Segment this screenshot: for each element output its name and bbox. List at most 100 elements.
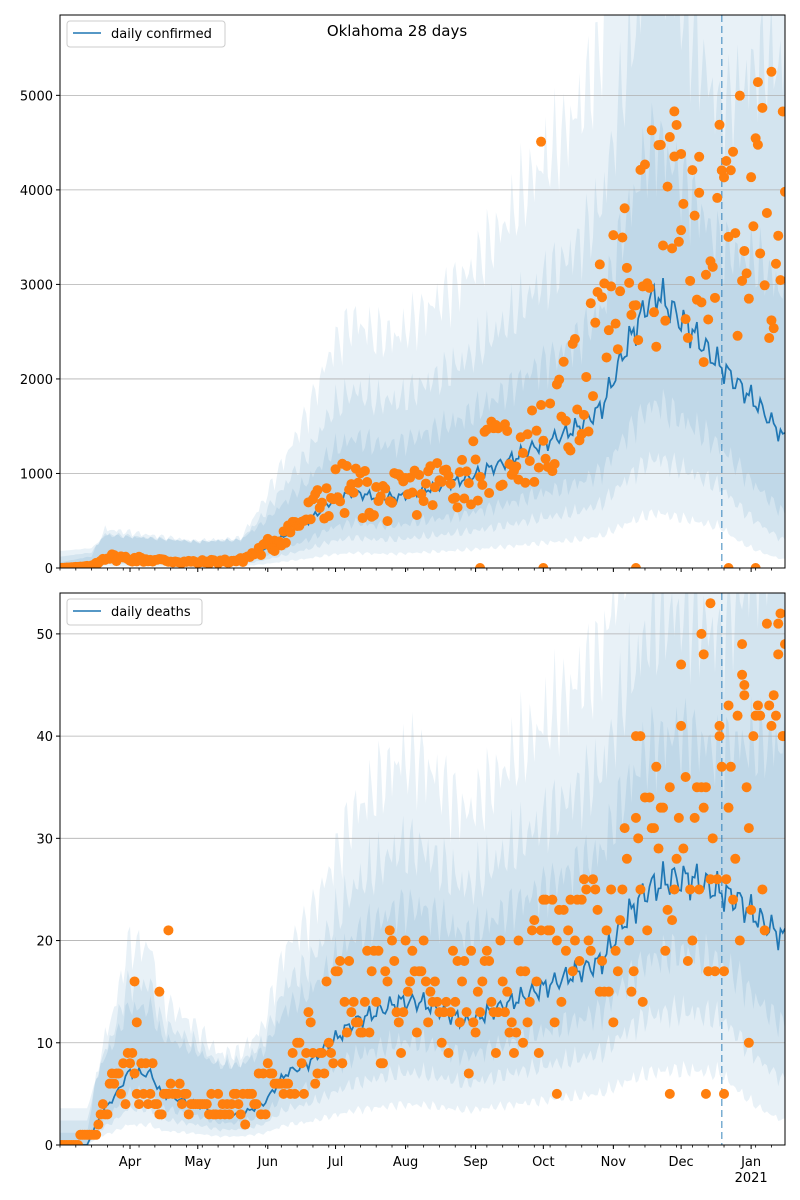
deaths-observed-point-301 — [734, 935, 745, 946]
confirmed-band-3 — [60, 15, 785, 568]
confirmed-observed-point-301 — [734, 90, 745, 101]
deaths-observed-point-269 — [662, 904, 673, 915]
deaths-observed-point-49 — [165, 1078, 176, 1089]
deaths-observed-point-146 — [384, 925, 395, 936]
confirmed-observed-point-320 — [777, 106, 785, 117]
confirmed-observed-point-89 — [256, 550, 267, 561]
deaths-observed-point-230 — [574, 956, 585, 966]
xtick-label-8: Dec — [669, 1155, 694, 1170]
confirmed-observed-point-295 — [721, 156, 732, 167]
deaths-observed-point-35 — [134, 1099, 145, 1110]
deaths-observed-point-326 — [676, 659, 687, 670]
confirmed-observed-point-202 — [511, 461, 522, 472]
deaths-observed-point-276 — [678, 843, 689, 854]
deaths-observed-point-143 — [377, 1058, 388, 1069]
deaths-observed-point-322 — [129, 976, 140, 987]
deaths-observed-point-285 — [698, 802, 709, 813]
confirmed-ytick-label-3: 3000 — [20, 278, 53, 293]
deaths-observed-point-253 — [626, 986, 637, 997]
deaths-axes: 0 10 20 30 40 50 Apr May Jun Jul Aug Sep Oct Nov Dec J… — [36, 592, 786, 1186]
confirmed-observed-point-319 — [775, 275, 785, 286]
deaths-observed-point-324 — [154, 986, 165, 997]
confirmed-observed-point-253 — [626, 309, 637, 320]
confirmed-observed-point-302 — [737, 275, 748, 286]
deaths-observed-point-206 — [520, 966, 531, 977]
deaths-observed-point-290 — [709, 966, 720, 977]
confirmed-observed-point-122 — [330, 464, 341, 475]
deaths-observed-point-256 — [633, 833, 644, 844]
deaths-observed-point-32 — [127, 1048, 138, 1058]
deaths-observed-points — [60, 598, 785, 1145]
deaths-observed-point-161 — [418, 935, 429, 946]
deaths-band-2 — [60, 593, 785, 1145]
confirmed-observed-point-325 — [669, 106, 680, 117]
deaths-observed-point-178 — [457, 976, 468, 987]
confirmed-observed-point-212 — [533, 462, 544, 473]
deaths-observed-point-209 — [527, 925, 538, 936]
deaths-observed-point-302 — [737, 669, 748, 680]
confirmed-observed-point-118 — [321, 483, 332, 494]
confirmed-observed-point-116 — [316, 497, 327, 508]
deaths-observed-point-250 — [619, 823, 630, 834]
confirmed-observed-point-100 — [280, 537, 291, 548]
confirmed-observed-point-232 — [578, 409, 589, 420]
deaths-observed-point-313 — [761, 618, 772, 629]
deaths-observed-point-103 — [287, 1048, 298, 1058]
confirmed-observed-point-327 — [694, 151, 705, 162]
confirmed-observed-point-211 — [531, 425, 542, 436]
confirmed-observed-point-132 — [353, 477, 364, 488]
confirmed-observed-point-102 — [285, 527, 296, 538]
deaths-observed-point-141 — [373, 945, 384, 956]
confirmed-observed-point-198 — [502, 425, 513, 436]
confirmed-observed-point-205 — [518, 448, 529, 459]
confirmed-observed-point-316 — [768, 323, 779, 334]
confirmed-observed-point-213 — [536, 400, 547, 411]
confirmed-observed-point-292 — [714, 119, 725, 130]
deaths-observed-point-248 — [615, 915, 626, 926]
deaths-observed-point-117 — [319, 1068, 330, 1079]
confirmed-observed-point-290 — [709, 292, 720, 303]
deaths-observed-point-337 — [719, 1088, 730, 1099]
xtick-label-7: Nov — [601, 1155, 627, 1170]
deaths-observed-point-147 — [387, 935, 398, 946]
deaths-ytick-label-1: 10 — [36, 1037, 53, 1052]
deaths-observed-point-275 — [676, 720, 687, 731]
confirmed-observed-point-298 — [728, 146, 739, 157]
deaths-observed-point-202 — [511, 1027, 522, 1038]
deaths-observed-point-280 — [687, 935, 698, 946]
xtick-year-label: 2021 — [735, 1171, 768, 1186]
confirmed-observed-point-147 — [387, 497, 398, 508]
deaths-observed-point-318 — [773, 618, 784, 629]
confirmed-band-2 — [60, 15, 785, 568]
deaths-observed-point-321 — [780, 639, 785, 650]
xtick-label-1: May — [184, 1155, 211, 1170]
deaths-observed-point-306 — [746, 904, 757, 915]
confirmed-observed-point-311 — [757, 102, 768, 113]
deaths-observed-point-135 — [359, 996, 370, 1007]
xtick-label-6: Oct — [532, 1155, 554, 1170]
deaths-observed-point-137 — [364, 1027, 375, 1038]
confirmed-observed-point-169 — [436, 476, 447, 487]
confirmed-observed-point-304 — [741, 268, 752, 279]
deaths-observed-point-151 — [396, 1048, 407, 1058]
confirmed-observed-point-223 — [558, 356, 569, 367]
confirmed-observed-point-221 — [554, 374, 565, 385]
deaths-ytick-label-2: 20 — [36, 935, 53, 950]
deaths-observed-point-85 — [246, 1088, 257, 1099]
confirmed-observed-point-176 — [452, 502, 463, 513]
confirmed-observed-point-262 — [646, 125, 657, 136]
deaths-observed-point-182 — [466, 945, 477, 956]
deaths-observed-point-198 — [502, 986, 513, 997]
confirmed-observed-point-279 — [685, 275, 696, 286]
deaths-observed-point-144 — [380, 966, 391, 977]
confirmed-observed-point-266 — [655, 139, 666, 150]
confirmed-observed-point-219 — [549, 458, 560, 469]
deaths-band-1 — [60, 696, 785, 1145]
confirmed-observed-point-215 — [540, 453, 551, 464]
confirmed-observed-point-181 — [463, 478, 474, 489]
deaths-observed-point-237 — [590, 884, 601, 895]
deaths-observed-point-335 — [739, 690, 750, 701]
deaths-observed-point-175 — [450, 996, 461, 1007]
deaths-observed-point-162 — [420, 976, 431, 987]
